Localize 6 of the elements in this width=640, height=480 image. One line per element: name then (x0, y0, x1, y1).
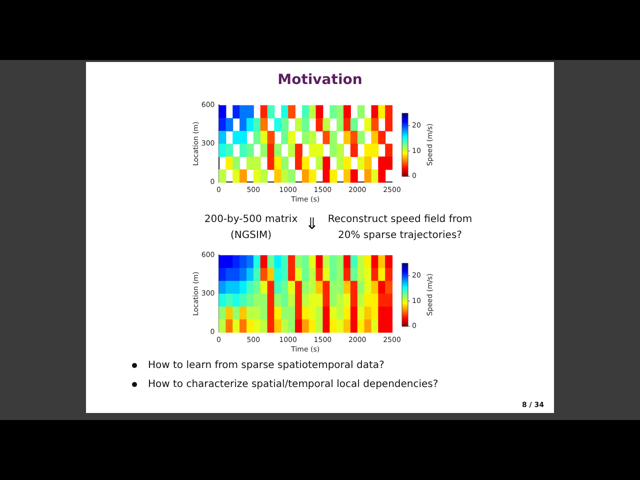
chart-title: Motivation (276, 72, 364, 88)
text: ⇓ (304, 214, 320, 233)
text: 200-by-500 matrix (NGSIM) (203, 213, 299, 243)
text: How to learn from sparse spatiotemporal data? (148, 360, 384, 371)
text: How to characterize spatial/temporal local dependencies? (148, 379, 438, 390)
text: Reconstruct speed field from 20% sparse trajectories? (326, 213, 474, 243)
